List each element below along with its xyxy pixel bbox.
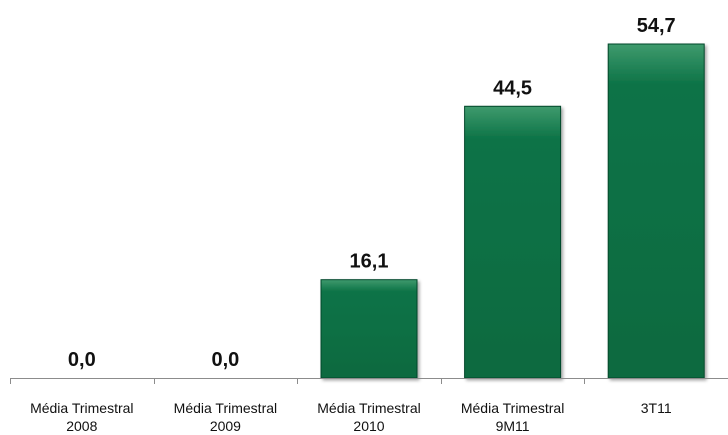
x-tick-label: Média Trimestral 2008	[30, 400, 133, 434]
x-tick-label: 3T11	[641, 400, 672, 416]
x-tick-label-line: 2009	[210, 418, 241, 434]
bar	[607, 43, 705, 379]
x-tick-label-line: 3T11	[641, 400, 672, 416]
bar-value-label: 16,1	[350, 251, 389, 273]
x-tick-label-line: Média Trimestral	[461, 400, 564, 416]
x-tick-label-line: Média Trimestral	[30, 400, 133, 416]
bar-value-label: 0,0	[68, 349, 96, 371]
bar-value-label: 54,7	[637, 15, 676, 37]
x-tick-label-line: Média Trimestral	[317, 400, 420, 416]
x-tick-label: Média Trimestral 9M11	[461, 400, 564, 434]
x-tick-label-line: Média Trimestral	[174, 400, 277, 416]
bar-value-label: 0,0	[211, 349, 239, 371]
value-labels-layer: 0,0 0,0 16,1 44,5 54,7	[68, 15, 676, 371]
x-tick-label-line: 2008	[66, 418, 97, 434]
x-tick-labels: Média Trimestral 2008 Média Trimestral 2009…	[30, 400, 672, 434]
bar	[320, 279, 418, 379]
x-tick-label: Média Trimestral 2009	[174, 400, 277, 434]
bars-layer	[320, 43, 705, 379]
x-tick-label-line: 2010	[353, 418, 384, 434]
x-tick-label: Média Trimestral 2010	[317, 400, 420, 434]
x-axis	[10, 378, 728, 384]
x-tick-label-line: 9M11	[496, 418, 530, 434]
bar	[464, 105, 562, 379]
bar-value-label: 44,5	[493, 77, 532, 99]
